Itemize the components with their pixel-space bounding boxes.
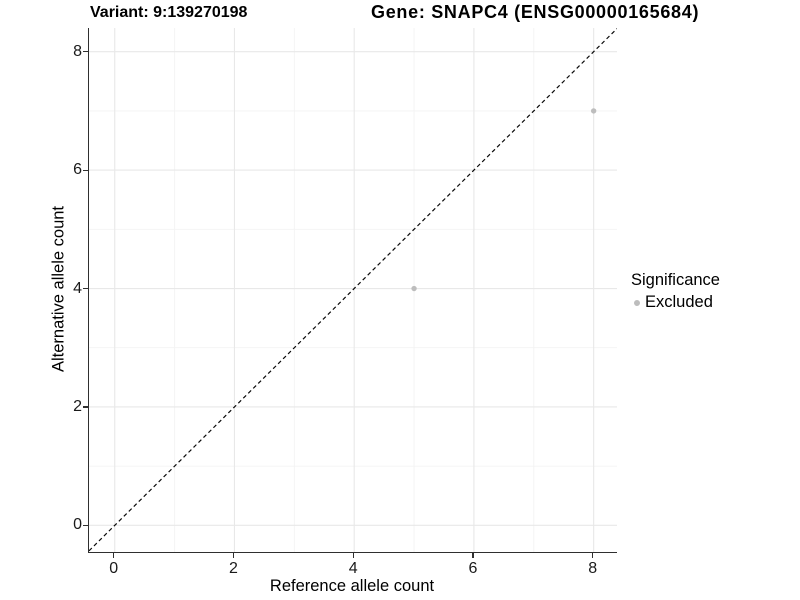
data-point	[590, 108, 597, 114]
x-tick-label: 6	[468, 560, 478, 577]
legend-title: Significance	[631, 271, 720, 289]
y-tick-mark	[83, 287, 88, 290]
x-tick-mark	[352, 553, 354, 558]
x-tick-label: 4	[348, 560, 358, 577]
x-tick-label: 8	[588, 560, 598, 577]
x-tick-mark	[113, 553, 115, 558]
variant-title: Variant: 9:139270198	[90, 4, 248, 21]
y-tick-label: 2	[73, 397, 82, 415]
legend-items: Excluded	[631, 293, 720, 312]
y-tick-mark	[83, 169, 88, 171]
y-tick-mark	[83, 524, 88, 526]
x-tick-mark	[472, 553, 474, 558]
identity-line	[89, 28, 617, 552]
legend-item: Excluded	[631, 293, 720, 312]
legend-point-icon	[634, 299, 640, 306]
plot-panel	[88, 28, 617, 553]
y-tick-label: 4	[73, 279, 82, 297]
legend: Significance Excluded	[631, 271, 720, 312]
x-tick-mark	[232, 553, 235, 558]
y-tick-label: 8	[73, 42, 82, 60]
y-tick-label: 6	[73, 161, 82, 179]
y-tick-label: 0	[73, 516, 82, 534]
x-tick-mark	[592, 553, 594, 558]
x-axis-title: Reference allele count	[269, 577, 435, 595]
x-tick-label: 0	[109, 560, 119, 577]
x-tick-label: 2	[229, 560, 238, 577]
y-tick-mark	[83, 51, 88, 53]
y-tick-mark	[83, 406, 88, 408]
gene-title: Gene: SNAPC4 (ENSG00000165684)	[371, 2, 700, 22]
legend-item-label: Excluded	[645, 293, 713, 311]
chart-svg	[89, 28, 617, 552]
data-point	[411, 285, 417, 292]
